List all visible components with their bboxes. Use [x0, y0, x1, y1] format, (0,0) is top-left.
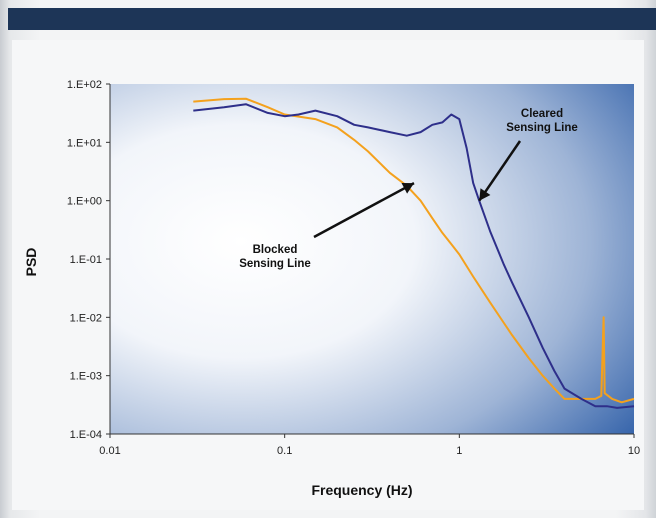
y-tick-label: 1.E-02 — [70, 312, 102, 324]
y-tick-label: 1.E+00 — [67, 196, 102, 208]
x-tick-label: 0.01 — [99, 445, 120, 457]
psd-chart: 1.E+02 1.E+01 1.E+00 1.E-01 1.E-02 1.E-03 1.E-… — [23, 79, 640, 498]
annotation-text: Cleared — [521, 108, 563, 120]
plot-area — [110, 84, 634, 434]
chart-card: 1.E+02 1.E+01 1.E+00 1.E-01 1.E-02 1.E-03 1.E-… — [12, 40, 644, 510]
axes-group: 1.E+02 1.E+01 1.E+00 1.E-01 1.E-02 1.E-03 1.E-… — [67, 79, 640, 457]
y-tick-label: 1.E-03 — [70, 371, 102, 383]
annotation-arrow — [478, 140, 522, 202]
x-axis-label: Frequency (Hz) — [311, 482, 412, 498]
header-bar — [8, 8, 656, 30]
annotations-group: Cleared Sensing Line Blocked Sensing Line — [239, 108, 578, 270]
y-tick-label: 1.E-01 — [70, 254, 102, 266]
annotation-arrow — [313, 182, 415, 239]
annotation-arrowhead — [479, 188, 491, 201]
series-line-2 — [193, 103, 635, 409]
x-tick-label: 0.1 — [277, 445, 292, 457]
series-group — [193, 97, 635, 409]
labels-group: Frequency (Hz) PSD — [23, 248, 413, 498]
series-line-1 — [193, 97, 635, 404]
y-tick-label: 1.E+02 — [67, 79, 102, 91]
annotation-text: Blocked — [253, 244, 298, 256]
x-tick-label: 10 — [628, 445, 640, 457]
annotation-text: Sensing Line — [239, 258, 311, 270]
y-axis-label: PSD — [23, 248, 39, 277]
x-tick-label: 1 — [456, 445, 462, 457]
y-tick-label: 1.E-04 — [70, 429, 102, 441]
y-tick-label: 1.E+01 — [67, 137, 102, 149]
annotation-text: Sensing Line — [506, 122, 578, 134]
annotation-arrowhead — [401, 183, 414, 194]
